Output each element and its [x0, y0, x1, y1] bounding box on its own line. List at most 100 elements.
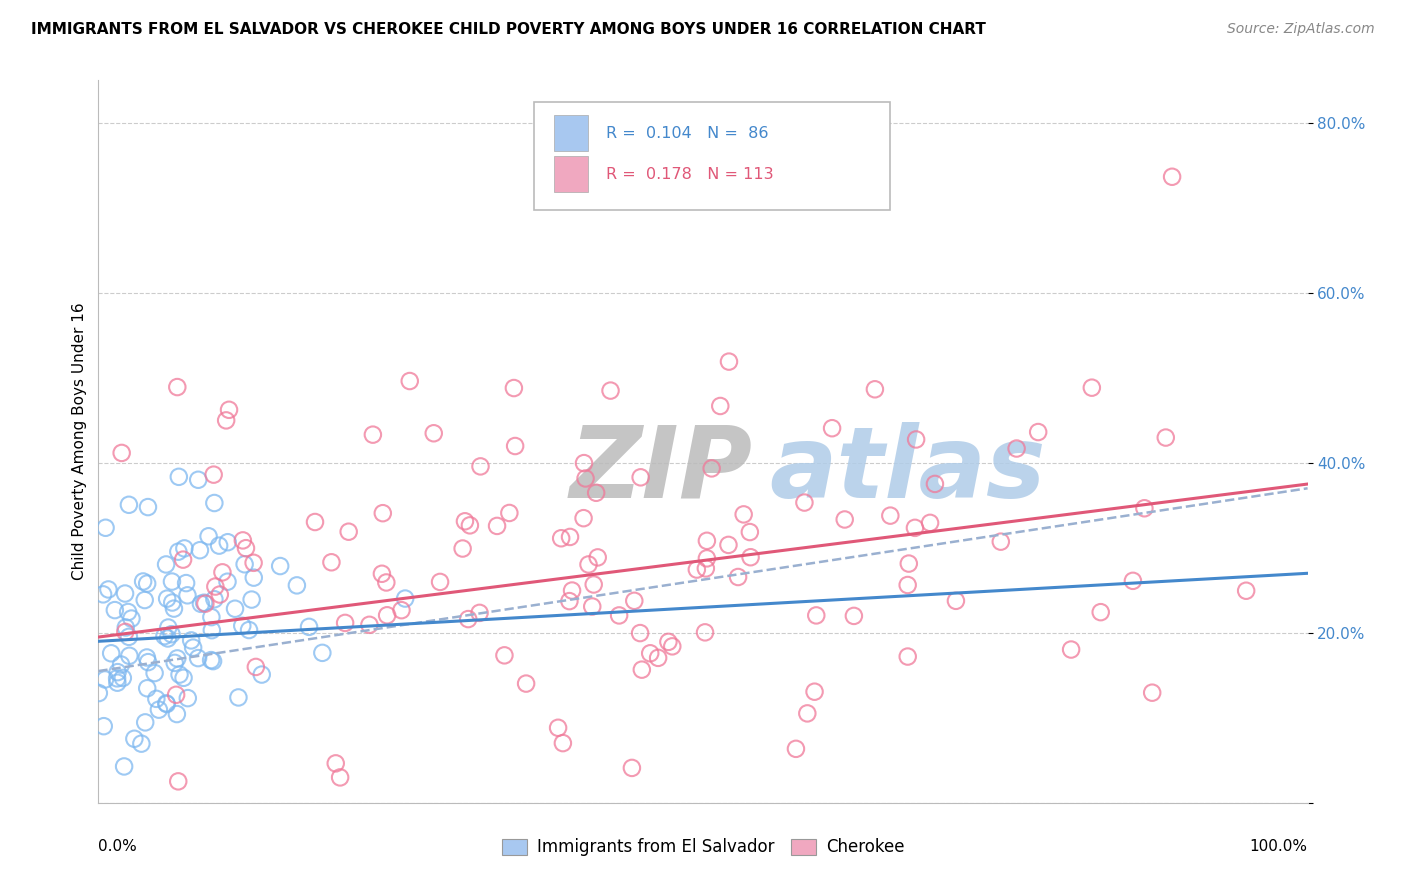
- Point: [145, 691, 167, 706]
- Point: [160, 574, 183, 589]
- Point: [202, 654, 225, 668]
- Text: IMMIGRANTS FROM EL SALVADOR VS CHEROKEE CHILD POVERTY AMONG BOYS UNDER 16 CORREL: IMMIGRANTS FROM EL SALVADOR VS CHEROKEE …: [31, 22, 986, 37]
- Point: [136, 500, 159, 514]
- Point: [717, 354, 740, 368]
- Point: [361, 427, 384, 442]
- Text: Source: ZipAtlas.com: Source: ZipAtlas.com: [1227, 22, 1375, 37]
- Point: [620, 761, 643, 775]
- Point: [111, 446, 134, 460]
- Point: [806, 608, 828, 623]
- Text: ZIP: ZIP: [569, 422, 754, 519]
- Point: [607, 608, 630, 623]
- Point: [200, 653, 222, 667]
- Point: [551, 736, 574, 750]
- Point: [498, 506, 520, 520]
- Point: [224, 601, 246, 615]
- Point: [163, 601, 186, 615]
- Point: [187, 651, 209, 665]
- Point: [156, 591, 179, 606]
- Point: [117, 605, 139, 619]
- Point: [118, 498, 141, 512]
- Point: [834, 512, 856, 526]
- Point: [112, 759, 135, 773]
- Point: [1154, 431, 1177, 445]
- Point: [173, 541, 195, 556]
- Point: [156, 697, 179, 711]
- Point: [177, 691, 200, 706]
- Point: [696, 533, 718, 548]
- Point: [87, 686, 110, 700]
- Point: [208, 588, 231, 602]
- Point: [657, 635, 679, 649]
- Point: [547, 721, 569, 735]
- Point: [215, 413, 238, 427]
- Point: [162, 595, 184, 609]
- Point: [897, 649, 920, 664]
- Point: [321, 555, 343, 569]
- Point: [897, 557, 920, 571]
- Point: [136, 655, 159, 669]
- Point: [733, 508, 755, 522]
- Point: [924, 477, 946, 491]
- Point: [700, 461, 723, 475]
- Point: [550, 531, 572, 545]
- Point: [422, 426, 444, 441]
- Point: [398, 374, 420, 388]
- Point: [105, 671, 128, 685]
- Point: [391, 603, 413, 617]
- Point: [821, 421, 844, 435]
- Point: [727, 570, 749, 584]
- Text: R =  0.178   N = 113: R = 0.178 N = 113: [606, 167, 773, 182]
- Point: [200, 610, 222, 624]
- FancyBboxPatch shape: [554, 115, 588, 151]
- Point: [250, 667, 273, 681]
- Point: [638, 646, 661, 660]
- Point: [486, 519, 509, 533]
- Point: [457, 612, 479, 626]
- Point: [298, 620, 321, 634]
- Point: [920, 516, 942, 530]
- Point: [104, 603, 127, 617]
- Point: [945, 594, 967, 608]
- Point: [503, 439, 526, 453]
- Point: [695, 561, 717, 575]
- Point: [647, 651, 669, 665]
- Point: [100, 646, 122, 660]
- Point: [359, 617, 381, 632]
- Point: [990, 534, 1012, 549]
- Point: [166, 380, 188, 394]
- Point: [503, 381, 526, 395]
- Point: [581, 599, 603, 614]
- FancyBboxPatch shape: [554, 156, 588, 193]
- Point: [143, 666, 166, 681]
- Point: [180, 633, 202, 648]
- Point: [110, 657, 132, 672]
- Point: [451, 541, 474, 556]
- Point: [269, 559, 291, 574]
- Point: [111, 671, 134, 685]
- Point: [167, 544, 190, 558]
- Point: [156, 632, 179, 646]
- Point: [582, 577, 605, 591]
- Point: [167, 774, 190, 789]
- Point: [134, 593, 156, 607]
- Point: [879, 508, 901, 523]
- FancyBboxPatch shape: [534, 102, 890, 211]
- Point: [785, 742, 807, 756]
- Point: [160, 627, 183, 641]
- Point: [233, 558, 256, 572]
- Point: [325, 756, 347, 771]
- Point: [181, 640, 204, 655]
- Point: [194, 597, 217, 611]
- Point: [803, 684, 825, 698]
- Point: [375, 575, 398, 590]
- Point: [458, 518, 481, 533]
- Point: [235, 541, 257, 556]
- Point: [135, 650, 157, 665]
- Point: [153, 629, 176, 643]
- Point: [148, 703, 170, 717]
- Point: [1060, 642, 1083, 657]
- Point: [165, 688, 187, 702]
- Point: [599, 384, 621, 398]
- Point: [470, 459, 492, 474]
